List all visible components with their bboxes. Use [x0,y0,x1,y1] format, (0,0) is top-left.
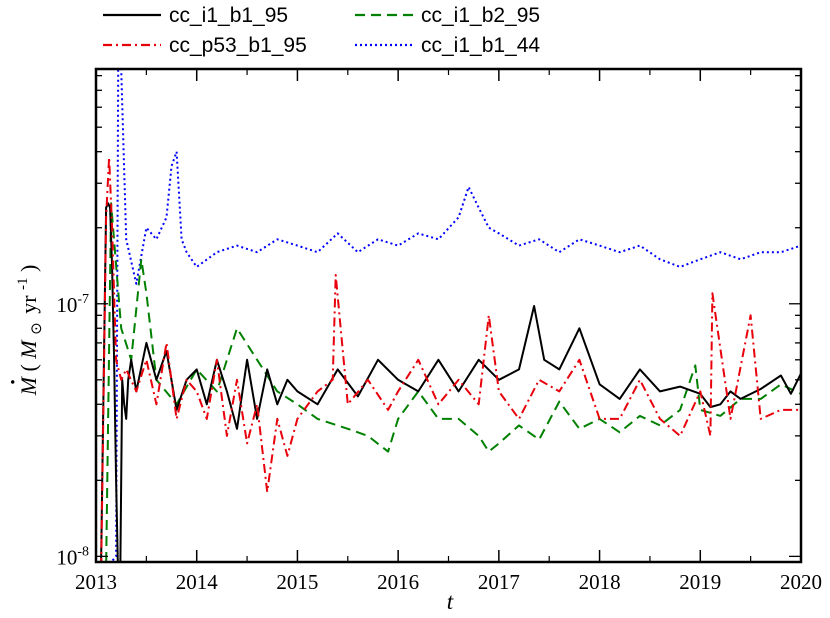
series-line-cc_i1_b1_44 [109,69,801,562]
y-label-exponent: -1 [15,277,31,290]
legend-label-cc_i1_b1_44: cc_i1_b1_44 [421,34,540,57]
series-lines [100,69,801,562]
svg-text:M ( M ⊙: M ( M ⊙ yr -1 ) [7,265,46,397]
legend-label-cc_i1_b1_95: cc_i1_b1_95 [169,4,288,27]
x-tick-label: 2018 [579,570,621,594]
x-tick-label: 2016 [377,570,419,594]
y-tick-label: 10-7 [56,292,89,317]
y-label-close: ) [16,265,41,272]
y-label-open: ( [16,364,41,371]
legend: cc_i1_b1_95 cc_p53_b1_95 cc_i1_b2_95 cc_i1_… [103,4,540,57]
y-label-dot: · [0,378,25,385]
x-tick-label: 2015 [276,570,318,594]
series-line-cc_i1_b2_95 [105,202,801,562]
legend-label-cc_p53_b1_95: cc_p53_b1_95 [169,34,307,57]
legend-label-cc_i1_b2_95: cc_i1_b2_95 [421,4,540,27]
x-tick-label: 2020 [780,570,822,594]
series-line-cc_i1_b1_95 [100,202,801,562]
series-line-cc_p53_b1_95 [100,156,801,562]
plot-border [94,67,803,564]
x-axis-label: t [447,589,454,613]
x-tick-label: 2019 [679,570,721,594]
y-axis-label: M ( M ⊙ yr -1 ) · [0,265,46,397]
x-tick-label: 2013 [75,570,117,594]
x-tick-label: 2017 [478,570,520,594]
plot-frame [94,67,803,564]
y-label-main: M [16,375,41,396]
x-tick-label: 2014 [176,570,219,594]
y-tick-label: 10-8 [56,544,89,569]
axis-ticks: 2013 2014 2015 2016 2017 2018 2019 2020 10-8 10-7 [56,69,822,594]
y-label-msub: M [16,339,41,360]
y-label-sun-symbol: ⊙ [29,322,45,335]
y-label-unit: yr [16,295,41,314]
